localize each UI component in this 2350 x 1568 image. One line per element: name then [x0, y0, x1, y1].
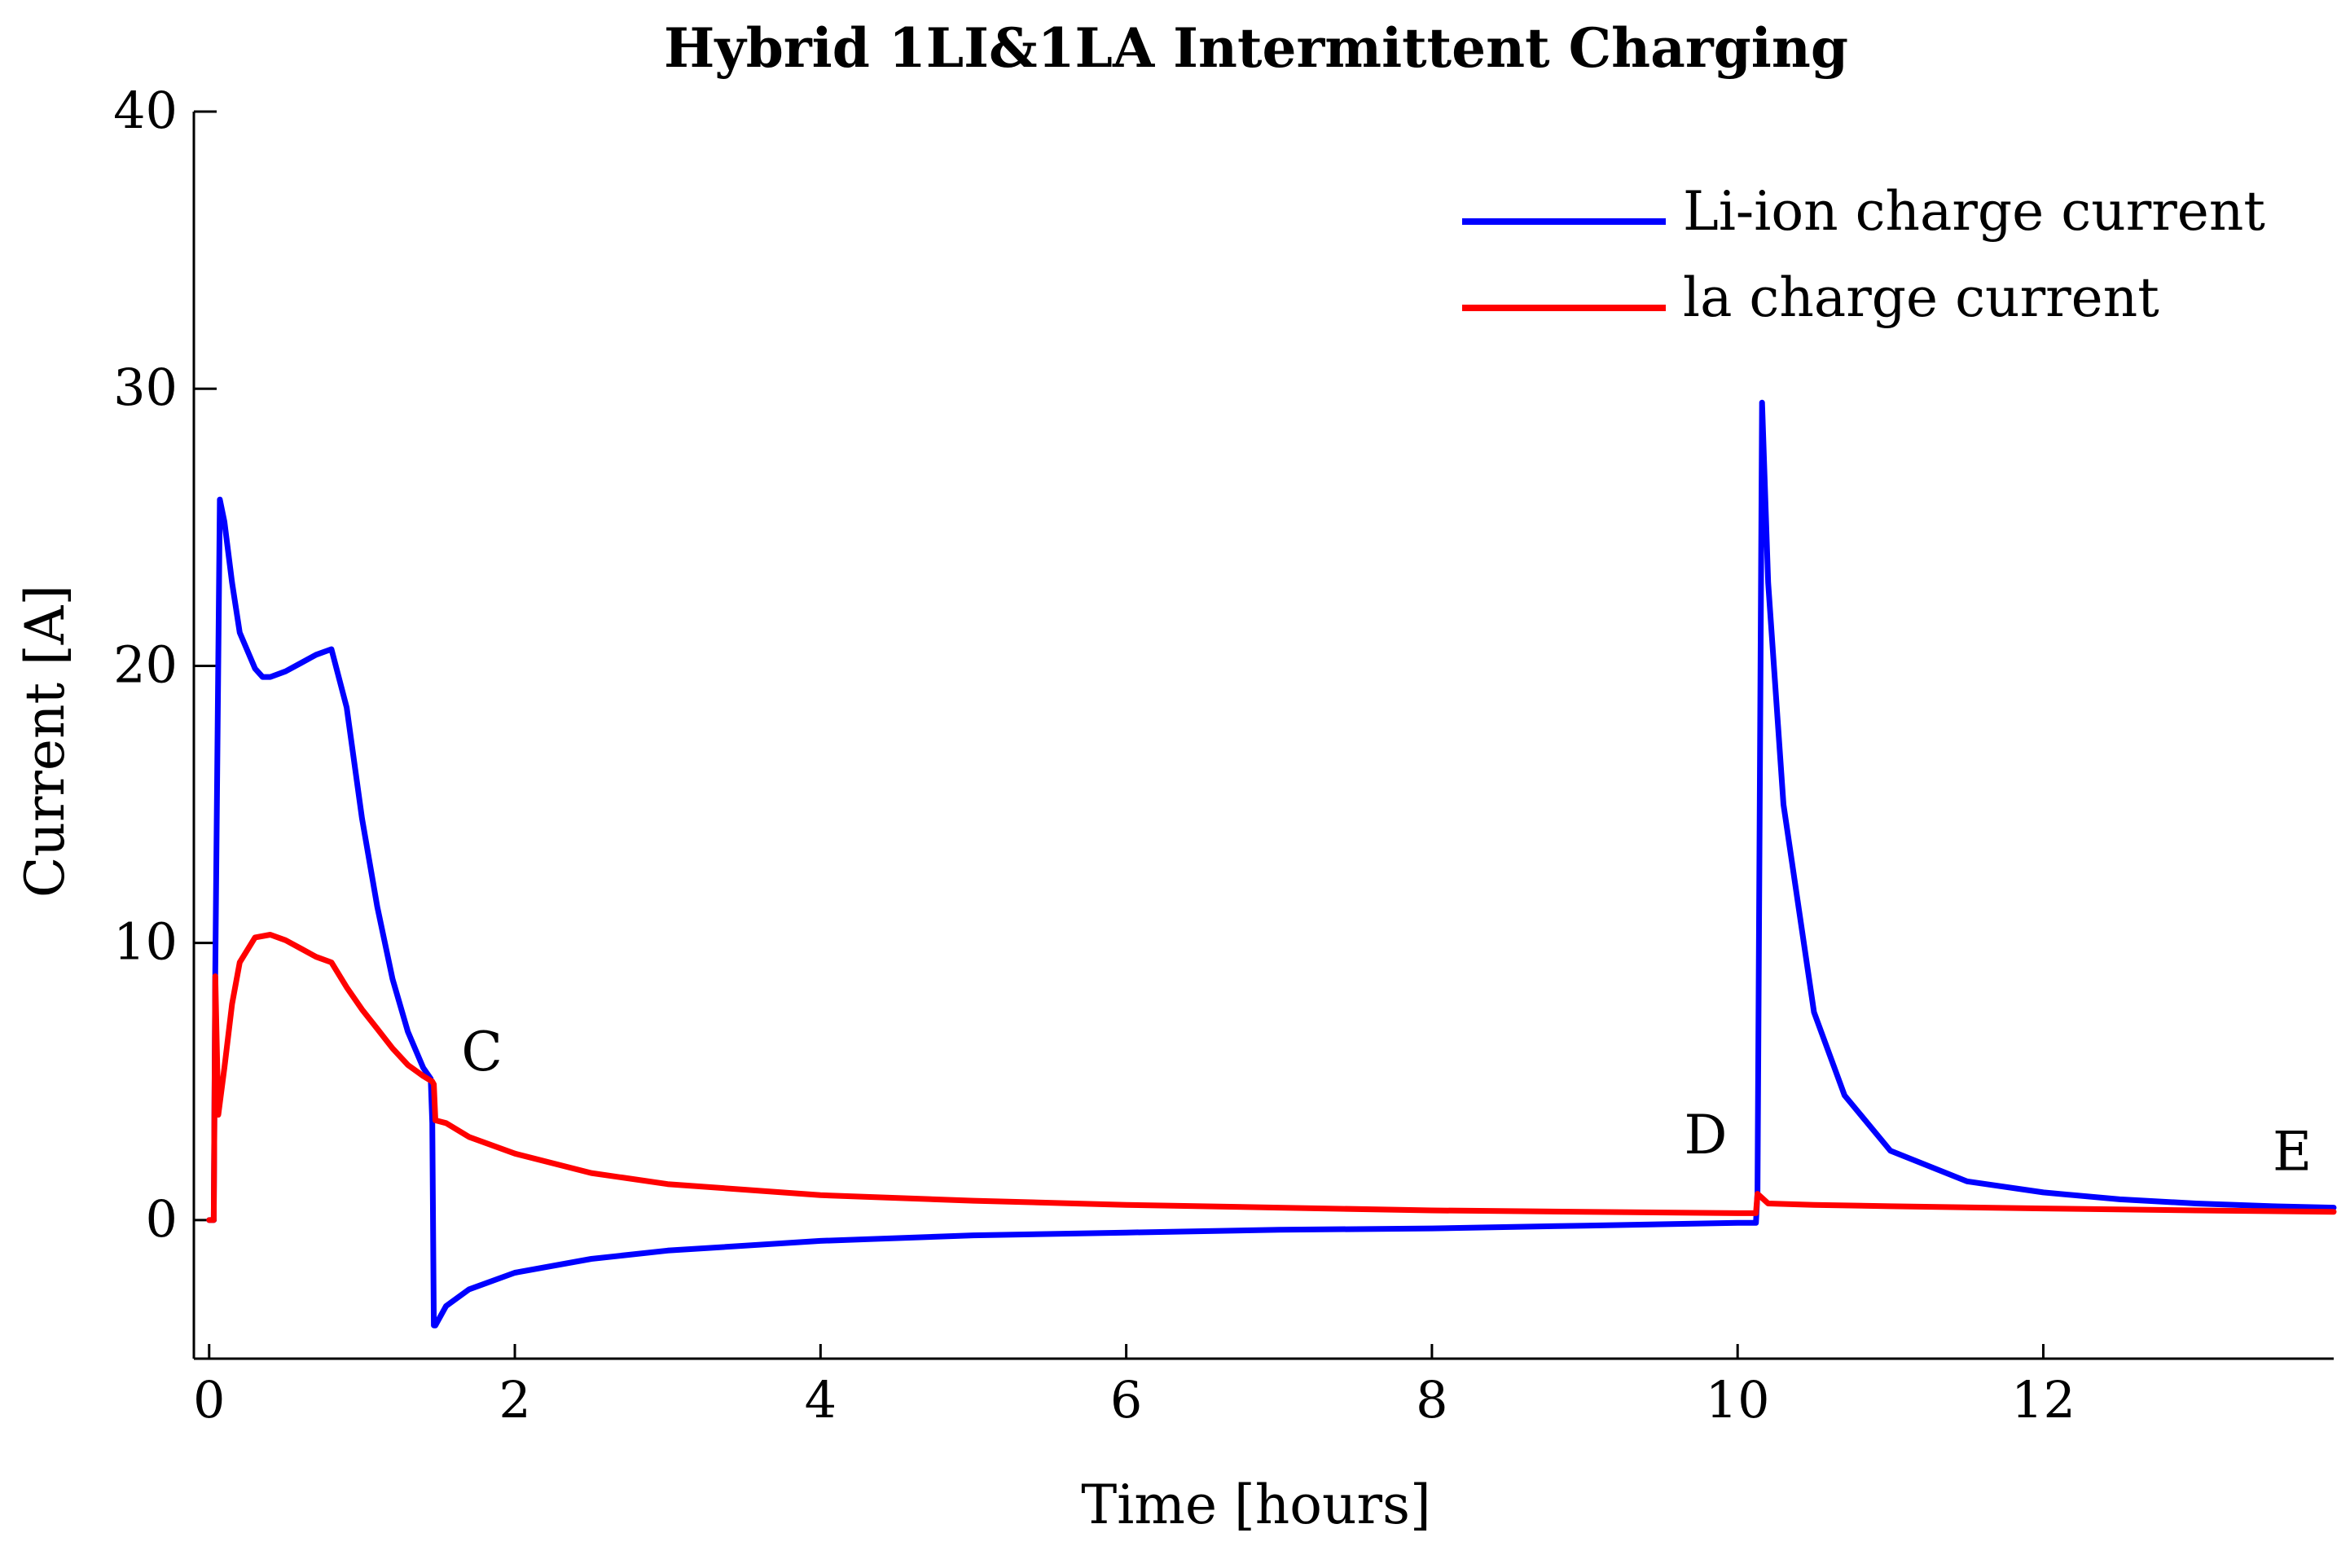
series-layer: [206, 399, 2337, 1329]
x-tick-label: 8: [1416, 1370, 1447, 1430]
x-tick-label: 12: [2011, 1370, 2075, 1430]
plot-area: 0 2 4 6 8 10 12 0 10 20 30 40 C D E: [113, 81, 2337, 1430]
y-axis-label: Current [A]: [14, 585, 77, 898]
legend-label-li-ion: Li-ion charge current: [1683, 180, 2265, 243]
x-tick-label: 6: [1110, 1370, 1142, 1430]
x-axis-label: Time [hours]: [1081, 1474, 1430, 1536]
x-tick-label: 10: [1706, 1370, 1770, 1430]
annotation-label: D: [1685, 1104, 1728, 1166]
series-line-0: [206, 399, 2337, 1329]
x-tick-label: 2: [499, 1370, 530, 1430]
annotation-label: E: [2273, 1121, 2312, 1184]
annotation-label: C: [461, 1021, 503, 1083]
x-ticks: 0 2 4 6 8 10 12: [193, 1344, 2075, 1430]
x-tick-label: 4: [805, 1370, 837, 1430]
y-tick-label: 30: [113, 358, 178, 417]
legend: Li-ion charge current la charge current: [1462, 180, 2265, 329]
y-tick-label: 10: [113, 912, 178, 972]
x-tick-label: 0: [193, 1370, 225, 1430]
y-tick-label: 0: [146, 1189, 178, 1249]
y-tick-label: 20: [113, 635, 178, 694]
y-ticks: 0 10 20 30 40: [113, 81, 217, 1249]
y-tick-label: 40: [113, 81, 178, 140]
chart-title: Hybrid 1LI&1LA Intermittent Charging: [664, 16, 1848, 80]
legend-label-la: la charge current: [1683, 266, 2159, 329]
series-line-1: [206, 932, 2337, 1223]
annotation-layer: C D E: [461, 1021, 2312, 1183]
